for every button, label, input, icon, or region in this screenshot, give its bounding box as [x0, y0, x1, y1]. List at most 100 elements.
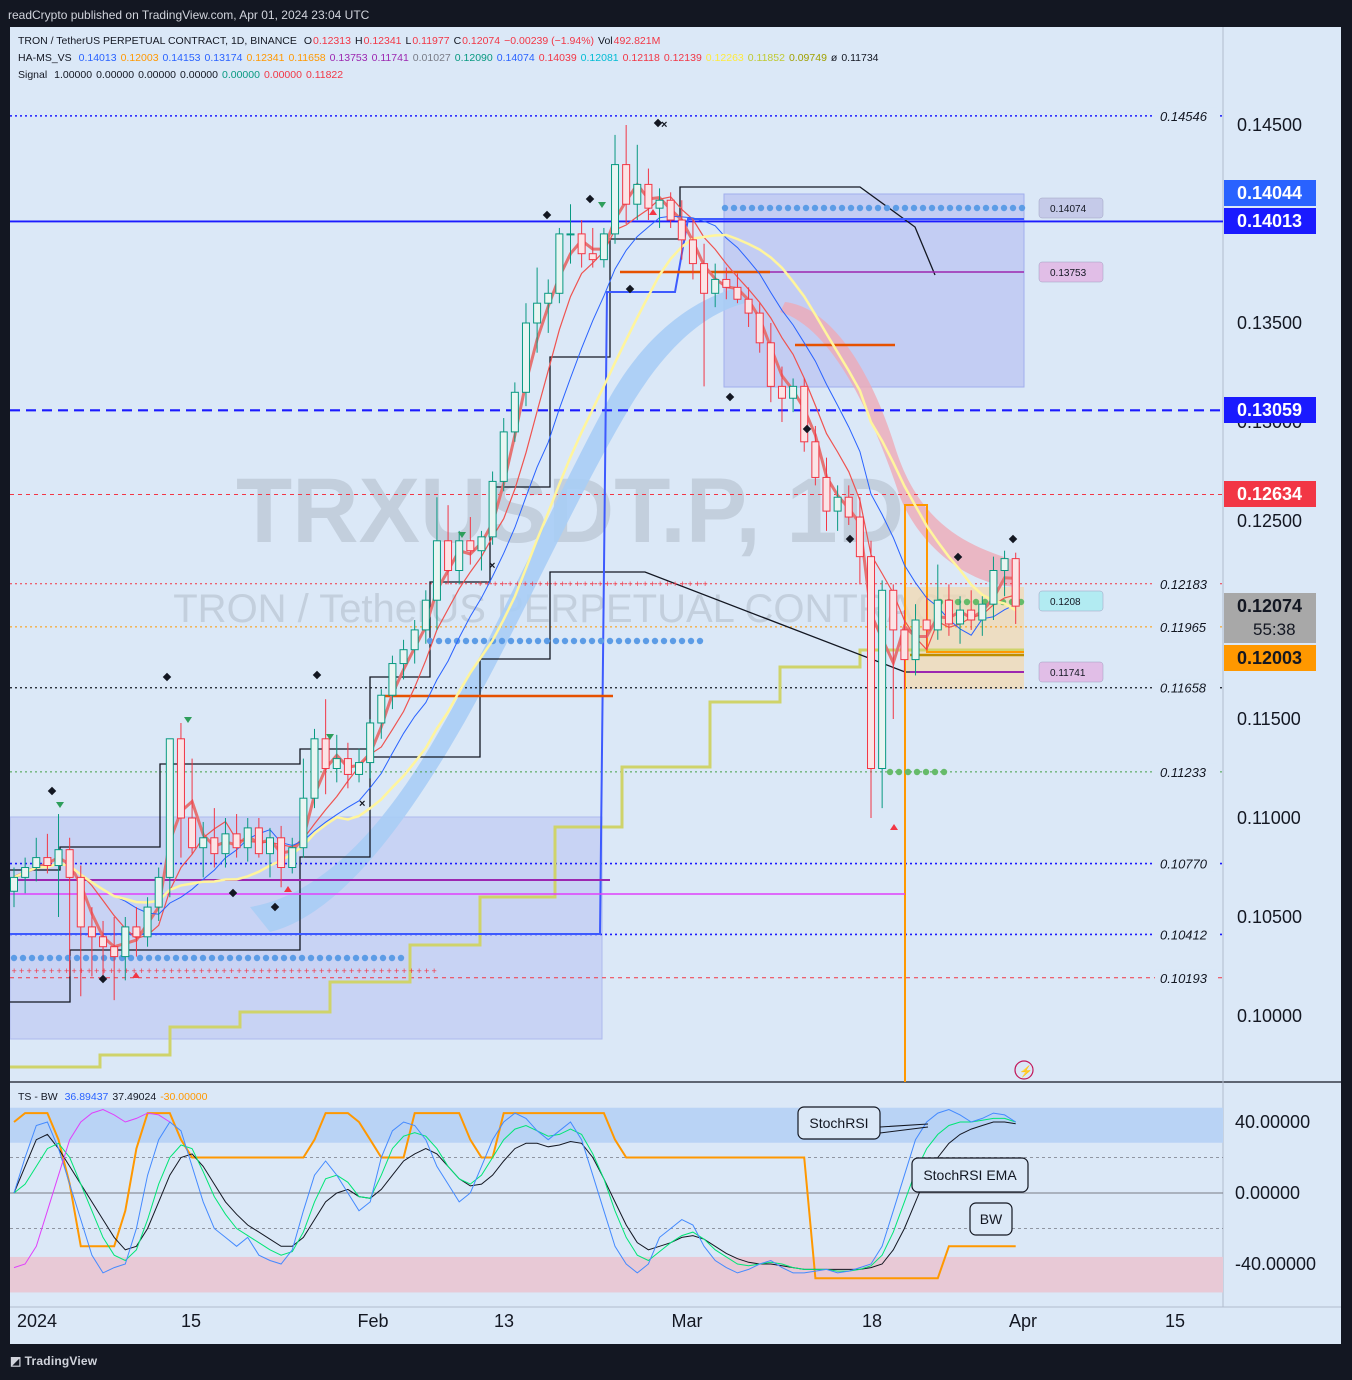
- cross-marker: +: [372, 966, 377, 976]
- signal-up-triangle: [284, 886, 292, 892]
- bead-blue: [552, 637, 560, 645]
- ma-line-yellow: [13, 233, 1017, 904]
- cross-x-marker: ×: [359, 798, 365, 810]
- candle-body: [10, 876, 18, 892]
- cross-marker: +: [688, 579, 693, 589]
- signal-up-triangle: [132, 972, 140, 978]
- cross-marker: +: [274, 966, 279, 976]
- cross-marker: +: [237, 966, 242, 976]
- chip-label: 0.1208: [1050, 597, 1081, 608]
- cross-marker: +: [530, 579, 535, 589]
- bead-blue: [271, 954, 279, 962]
- candle-body: [288, 847, 297, 869]
- chip-label-bg: [1038, 590, 1104, 612]
- candle-body: [199, 837, 208, 849]
- level-label-bg: [1155, 618, 1217, 635]
- candle-body: [811, 441, 820, 478]
- candle-body: [388, 663, 397, 696]
- swing-marker: [312, 670, 322, 680]
- bead-blue: [444, 637, 452, 645]
- bead-blue: [10, 954, 18, 962]
- bead-blue: [307, 954, 315, 962]
- cross-marker: +: [229, 966, 234, 976]
- legend-hams-values: 0.14013 0.12003 0.14153 0.13174 0.12341 0.116…: [79, 52, 883, 64]
- osc-signal-line: [13, 1121, 1016, 1270]
- cross-marker: +: [568, 579, 573, 589]
- swing-marker: [542, 210, 552, 220]
- bead-blue: [127, 954, 135, 962]
- bead-blue: [730, 204, 738, 212]
- candle-body: [444, 540, 453, 571]
- level-label: 0.11658: [1160, 681, 1207, 696]
- candle-body: [755, 312, 764, 344]
- swing-marker: [625, 284, 635, 294]
- footer: ◩ TradingView: [10, 1354, 97, 1368]
- legend-ts-label: TS - BW: [18, 1091, 58, 1103]
- legend-hams-value: 0.14013: [78, 52, 117, 64]
- candle-body: [332, 758, 341, 769]
- candle-body: [54, 849, 63, 867]
- bead-blue: [820, 204, 828, 212]
- level-label-bg: [1155, 763, 1217, 780]
- bead-blue: [910, 204, 918, 212]
- price-badge-bg: [1224, 593, 1316, 643]
- time-label: 15: [181, 1311, 201, 1331]
- chart-canvas[interactable]: TRXUSDT.P, 1DTRON / TetherUS PERPETUAL C…: [10, 27, 1341, 1344]
- candle-body: [800, 385, 809, 443]
- level-label-bg: [1155, 969, 1217, 986]
- cross-marker: +: [417, 966, 422, 976]
- candle-body: [310, 738, 319, 799]
- candle-body: [911, 619, 920, 661]
- bead-blue: [64, 954, 72, 962]
- signal-up-triangle: [890, 824, 898, 830]
- cross-marker: +: [590, 579, 595, 589]
- time-label: 15: [1165, 1311, 1185, 1331]
- candle-body: [922, 619, 931, 631]
- level-label: 0.11233: [1160, 765, 1207, 780]
- swing-marker: [585, 194, 595, 204]
- osc-tick: 0.00000: [1235, 1183, 1300, 1203]
- cross-marker: +: [342, 966, 347, 976]
- candle-body: [43, 857, 52, 867]
- candle-body: [577, 233, 586, 255]
- bead-green: [981, 598, 989, 606]
- bead-blue: [624, 637, 632, 645]
- candle-body: [822, 476, 831, 512]
- bead-blue: [597, 637, 605, 645]
- legend-title-row: TRON / TetherUS PERPETUAL CONTRACT, 1D, …: [18, 35, 668, 47]
- bead-blue: [217, 954, 225, 962]
- candle-body: [154, 876, 163, 908]
- bead-blue: [534, 637, 542, 645]
- cross-marker: +: [538, 579, 543, 589]
- candle-body: [355, 762, 364, 775]
- cross-marker: +: [695, 579, 700, 589]
- bead-blue: [669, 637, 677, 645]
- cross-marker: +: [109, 966, 114, 976]
- level-label: 0.10193: [1160, 971, 1208, 986]
- cross-marker: +: [327, 966, 332, 976]
- cross-marker: +: [132, 966, 137, 976]
- cross-marker: +: [508, 579, 513, 589]
- chip-label: 0.13753: [1050, 268, 1087, 279]
- cross-marker: +: [598, 579, 603, 589]
- swing-marker: [953, 552, 963, 562]
- legend-hams-value: 0.01027: [412, 52, 451, 64]
- level-label: 0.10412: [1160, 927, 1208, 942]
- candle-body: [299, 797, 308, 849]
- cross-x-marker: ×: [489, 560, 495, 572]
- candle-body: [544, 292, 553, 304]
- bead-green: [931, 768, 939, 776]
- trend-step-orange: [904, 504, 1024, 1082]
- bead-blue: [570, 637, 578, 645]
- cross-marker: +: [177, 966, 182, 976]
- legend-ts-value: -30.00000: [160, 1091, 208, 1103]
- bead-green: [940, 768, 948, 776]
- swing-marker: [47, 786, 57, 796]
- bead-blue: [928, 204, 936, 212]
- bead-blue: [397, 954, 405, 962]
- cross-marker: +: [102, 966, 107, 976]
- level-label: 0.11965: [1160, 620, 1207, 635]
- bead-green: [963, 598, 971, 606]
- bead-blue: [901, 204, 909, 212]
- legend-hams-value: 0.11852: [747, 52, 785, 64]
